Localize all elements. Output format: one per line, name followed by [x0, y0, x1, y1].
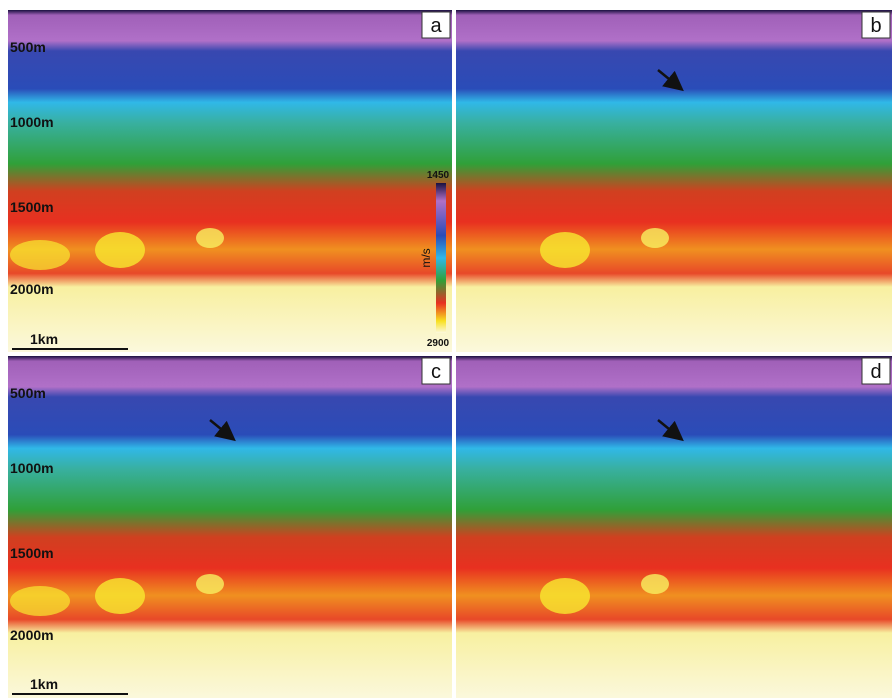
velocity-image — [8, 356, 452, 698]
panel-label-box — [861, 357, 891, 385]
panel-d: d — [456, 356, 892, 698]
blob — [196, 574, 224, 594]
panel-label: b — [870, 15, 881, 37]
depth-label: 2000m — [10, 627, 54, 643]
velocity-image — [456, 356, 892, 698]
panel-label: c — [431, 361, 441, 383]
blob — [641, 574, 669, 594]
velocity-image — [8, 10, 452, 352]
arrow — [657, 419, 684, 442]
depth-label: 500m — [10, 385, 46, 401]
blob — [10, 586, 70, 616]
panel-label-box — [421, 11, 451, 39]
panel-c: c 500m 1000m 1500m 2000m 1km — [8, 356, 452, 698]
blob — [540, 232, 590, 268]
panel-label: a — [430, 15, 442, 37]
blob — [95, 578, 145, 614]
blob — [196, 228, 224, 248]
panel-a: a 500m 1000m 1500m 2000m 1km 1450 2900 m… — [8, 10, 452, 352]
colorbar-label: 2900 — [427, 338, 450, 349]
velocity-image — [456, 10, 892, 352]
depth-label: 500m — [10, 39, 46, 55]
arrow — [657, 69, 684, 92]
panel-label: d — [870, 361, 881, 383]
scale-bar-label: 1km — [30, 331, 58, 347]
blob — [540, 578, 590, 614]
panel-b: b — [456, 10, 892, 352]
depth-label: 1500m — [10, 545, 54, 561]
blob — [641, 228, 669, 248]
depth-label: 2000m — [10, 281, 54, 297]
depth-label: 1000m — [10, 114, 54, 130]
colorbar-label: 1450 — [427, 170, 450, 181]
panel-label-box — [421, 357, 451, 385]
blob — [95, 232, 145, 268]
blob — [10, 240, 70, 270]
arrow — [209, 419, 236, 442]
colorbar-unit: m/s — [419, 248, 433, 267]
colorbar — [436, 183, 446, 333]
depth-label: 1500m — [10, 199, 54, 215]
panel-label-box — [861, 11, 891, 39]
depth-label: 1000m — [10, 460, 54, 476]
scale-bar-label: 1km — [30, 676, 58, 692]
